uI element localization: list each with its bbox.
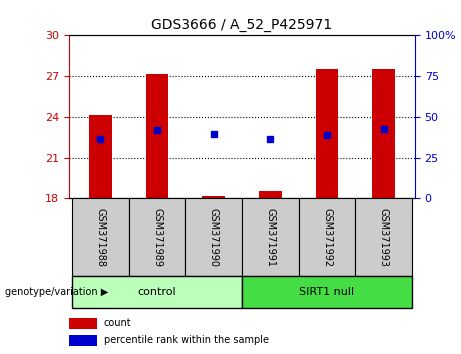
Bar (242, 198, 299, 276)
Text: GSM371990: GSM371990 (209, 208, 219, 267)
Text: GSM371993: GSM371993 (379, 208, 389, 267)
Bar (69, 318, 97, 329)
Text: percentile rank within the sample: percentile rank within the sample (104, 335, 269, 345)
Bar (185, 198, 242, 276)
Bar (316, 69, 338, 198)
Text: genotype/variation ▶: genotype/variation ▶ (5, 287, 108, 297)
Bar (202, 195, 225, 198)
Bar (72, 276, 242, 308)
Title: GDS3666 / A_52_P425971: GDS3666 / A_52_P425971 (152, 18, 332, 32)
Text: SIRT1 null: SIRT1 null (300, 287, 355, 297)
Bar (69, 335, 97, 346)
Bar (146, 74, 168, 198)
Bar (89, 115, 112, 198)
Text: GSM371991: GSM371991 (266, 208, 275, 267)
Text: GSM371989: GSM371989 (152, 208, 162, 267)
Text: GSM371988: GSM371988 (95, 208, 105, 267)
Bar (259, 191, 282, 198)
Text: count: count (104, 318, 131, 328)
Bar (242, 276, 412, 308)
Bar (129, 198, 185, 276)
Text: GSM371992: GSM371992 (322, 207, 332, 267)
Bar (72, 198, 129, 276)
Bar (372, 69, 395, 198)
Text: control: control (138, 287, 176, 297)
Bar (355, 198, 412, 276)
Bar (299, 198, 355, 276)
